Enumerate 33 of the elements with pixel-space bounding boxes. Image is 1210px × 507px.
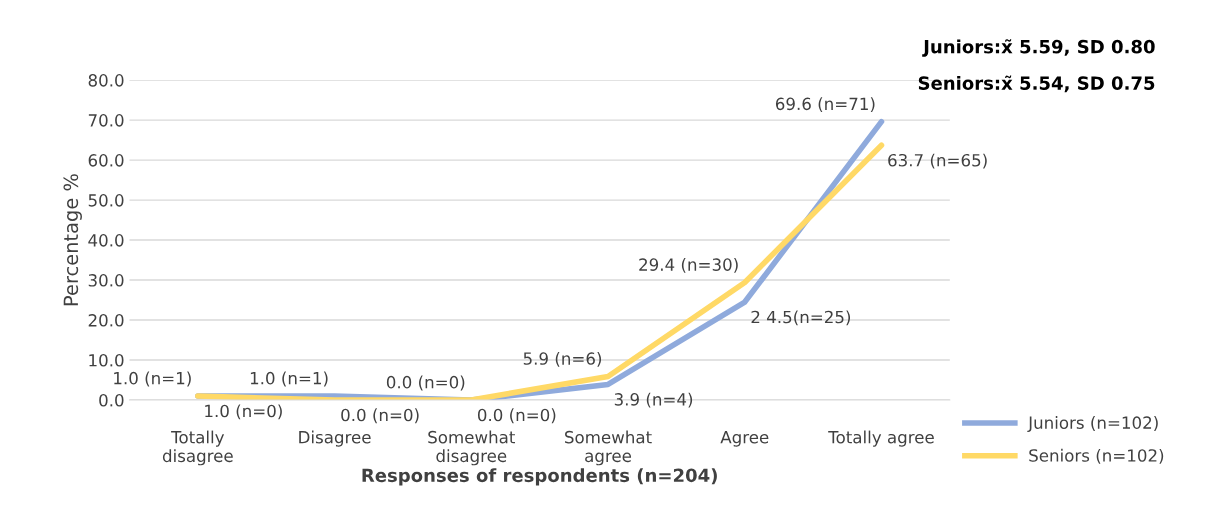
data-label: 69.6 (n=71) (775, 97, 875, 113)
x-tick-label: Disagree (299, 430, 371, 447)
y-tick-label: 70.0 (88, 114, 124, 127)
y-tick-label: 50.0 (88, 194, 124, 207)
x-tick-label: Totally disagree (162, 430, 233, 466)
y-tick-label: 30.0 (88, 274, 124, 287)
data-label: 3.9 (n=4) (614, 392, 693, 408)
y-axis-title: Percentage % (63, 174, 82, 306)
y-tick-label: 10.0 (89, 354, 124, 367)
data-label: 29.4 (n=30) (639, 258, 738, 273)
y-tick-label: 20.0 (88, 314, 124, 327)
annotation: Seniors:x̃ 5.54, SD 0.75 (918, 75, 1155, 93)
data-label: 0.0 (n=0) (386, 375, 465, 391)
data-label: 1.0 (n=1) (250, 371, 328, 387)
y-tick-label: 60.0 (88, 154, 124, 167)
y-tick-label: 40.0 (88, 234, 124, 247)
data-label: 63.7 (n=65) (888, 153, 987, 169)
x-tick-label: Totally agree (828, 430, 934, 447)
data-label: 1.0 (n=0) (205, 404, 282, 420)
x-tick-label: Agree (720, 431, 769, 447)
legend-label: Juniors (n=102) (1027, 416, 1158, 433)
text: Juniors:x̃ 5.59, SD 0.80 (922, 39, 1155, 57)
data-label: 0.0 (n=0) (477, 408, 556, 424)
x-tick-label: Somewhat disagree (428, 430, 515, 466)
y-tick-label: 80.0 (88, 74, 124, 87)
x-tick-label: Somewhat agree (565, 430, 652, 466)
x-axis-title: Responses of respondents (n=204) (362, 468, 717, 486)
data-label: 1.0 (n=1) (114, 371, 191, 387)
y-tick-label: 0.0 (99, 393, 124, 407)
data-label: 2 4.5(n=25) (751, 310, 851, 326)
legend-label: Seniors (n=102) (1029, 448, 1164, 464)
data-label: 0.0 (n=0) (341, 408, 419, 424)
data-label: 5.9 (n=6) (523, 351, 602, 367)
